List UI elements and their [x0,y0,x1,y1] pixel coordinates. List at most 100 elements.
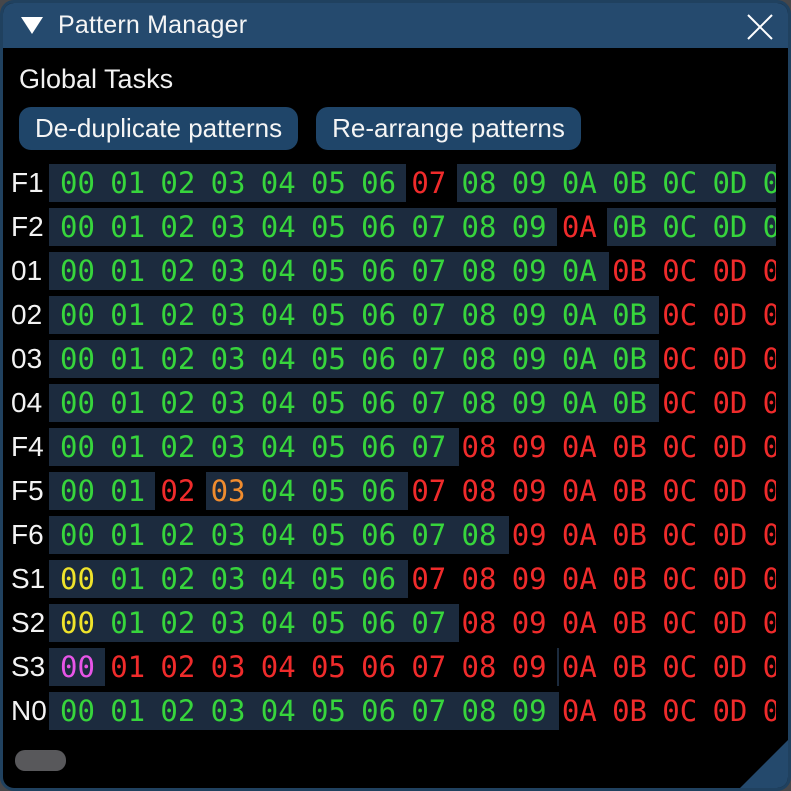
pattern-slot[interactable]: 08 [461,298,497,332]
pattern-slot[interactable]: 02 [160,298,196,332]
pattern-slot[interactable]: 07 [411,254,447,288]
pattern-slot[interactable]: 07 [411,518,447,552]
pattern-slot[interactable]: 0B [612,298,647,332]
pattern-slot[interactable]: 09 [511,298,547,332]
pattern-slot[interactable]: 01 [110,562,146,596]
pattern-slot[interactable]: 01 [105,648,156,686]
pattern-slot[interactable]: 0C [662,606,698,640]
pattern-slot[interactable]: 03 [210,386,246,420]
pattern-slot[interactable]: 05 [310,166,346,200]
pattern-slot[interactable]: 08 [456,648,507,686]
pattern-slot[interactable]: 08 [461,694,497,728]
pattern-slot[interactable]: 0C [662,430,698,464]
pattern-slot[interactable]: 08 [461,606,497,640]
resize-grip-icon[interactable] [740,740,788,788]
pattern-slot[interactable]: 0A [561,650,597,684]
pattern-slot[interactable]: 02 [160,210,196,244]
pattern-slot[interactable]: 05 [310,210,346,244]
pattern-slot[interactable]: 06 [361,474,397,508]
pattern-slot[interactable]: 07 [411,342,447,376]
pattern-slot[interactable]: 04 [255,648,306,686]
pattern-slot[interactable]: 05 [310,342,346,376]
pattern-slot[interactable]: 08 [461,342,497,376]
pattern-slot[interactable]: 02 [155,648,206,686]
pattern-slot[interactable]: 0A [556,208,608,246]
pattern-slot[interactable]: 00 [60,254,95,288]
pattern-slot[interactable]: 09 [511,342,547,376]
pattern-slot[interactable]: 05 [310,694,346,728]
pattern-slot[interactable]: 03 [210,518,246,552]
pattern-slot[interactable]: 0A [561,386,597,420]
pattern-slot[interactable]: 03 [210,562,246,596]
pattern-slot[interactable]: 04 [260,562,296,596]
pattern-slot[interactable]: 0B [612,210,647,244]
pattern-slot[interactable]: 00 [60,650,95,684]
pattern-slot[interactable]: 03 [210,430,246,464]
pattern-slot[interactable]: 01 [110,606,146,640]
pattern-slot[interactable]: 0A [561,342,597,376]
pattern-slot[interactable]: 0B [612,650,647,684]
pattern-slot[interactable]: 05 [310,386,346,420]
pattern-slot[interactable]: 03 [205,648,256,686]
pattern-slot[interactable]: 02 [160,562,196,596]
pattern-slot[interactable]: 0E [758,560,776,598]
pattern-slot[interactable]: 08 [461,562,497,596]
pattern-slot[interactable]: 0E [758,692,776,730]
pattern-slot[interactable]: 00 [60,210,95,244]
pattern-slot[interactable]: 0D [712,430,748,464]
pattern-slot[interactable]: 0C [662,562,698,596]
pattern-slot[interactable]: 03 [210,474,246,508]
pattern-slot[interactable]: 00 [60,342,95,376]
pattern-slot[interactable]: 06 [361,386,397,420]
pattern-slot[interactable]: 06 [356,648,407,686]
pattern-slot[interactable]: 0A [561,518,597,552]
pattern-slot[interactable]: 0A [561,562,597,596]
pattern-slot[interactable]: 04 [260,386,296,420]
pattern-slot[interactable]: 09 [511,166,547,200]
pattern-slot[interactable]: 07 [411,386,447,420]
pattern-slot[interactable]: 04 [260,210,296,244]
pattern-slot[interactable]: 0C [662,650,698,684]
pattern-slot[interactable]: 0E [758,384,776,422]
pattern-slot[interactable]: 02 [160,430,196,464]
pattern-slot[interactable]: 0B [612,694,647,728]
pattern-slot[interactable]: 0C [662,518,698,552]
pattern-slot[interactable]: 00 [60,562,95,596]
pattern-slot[interactable]: 04 [260,166,296,200]
pattern-slot[interactable]: 0C [662,694,698,728]
pattern-slot[interactable]: 0B [612,562,647,596]
pattern-slot[interactable]: 0D [712,518,748,552]
pattern-slot[interactable]: 04 [260,342,296,376]
pattern-slot[interactable]: 0C [662,342,698,376]
pattern-slot[interactable]: 05 [310,474,346,508]
pattern-slot[interactable]: 01 [110,474,146,508]
pattern-slot[interactable]: 08 [461,254,497,288]
pattern-slot[interactable]: 01 [110,166,146,200]
pattern-slot[interactable]: 00 [60,474,95,508]
pattern-slot[interactable]: 09 [511,430,547,464]
pattern-slot[interactable]: 08 [461,166,497,200]
pattern-slot[interactable]: 03 [210,210,246,244]
pattern-slot[interactable]: 0C [662,254,698,288]
pattern-slot[interactable]: 02 [160,166,196,200]
pattern-slot[interactable]: 06 [361,166,397,200]
pattern-slot[interactable]: 0E [758,164,776,202]
pattern-slot[interactable]: 09 [511,386,547,420]
pattern-slot[interactable]: 0B [612,386,647,420]
pattern-slot[interactable]: 05 [310,606,346,640]
pattern-slot[interactable]: 07 [406,164,457,202]
close-button[interactable] [744,11,776,43]
pattern-slot[interactable]: 08 [461,430,497,464]
pattern-slot[interactable]: 0E [758,428,776,466]
pattern-slot[interactable]: 0B [612,606,647,640]
pattern-slot[interactable]: 0C [662,298,698,332]
pattern-slot[interactable]: 07 [411,694,447,728]
pattern-slot[interactable]: 0B [612,254,647,288]
pattern-slot[interactable]: 0E [758,604,776,642]
pattern-slot[interactable]: 05 [305,648,357,686]
pattern-slot[interactable]: 03 [210,166,246,200]
pattern-slot[interactable]: 0A [561,430,597,464]
pattern-slot[interactable]: 07 [411,474,447,508]
pattern-slot[interactable]: 01 [110,298,146,332]
pattern-slot[interactable]: 0E [758,648,776,686]
